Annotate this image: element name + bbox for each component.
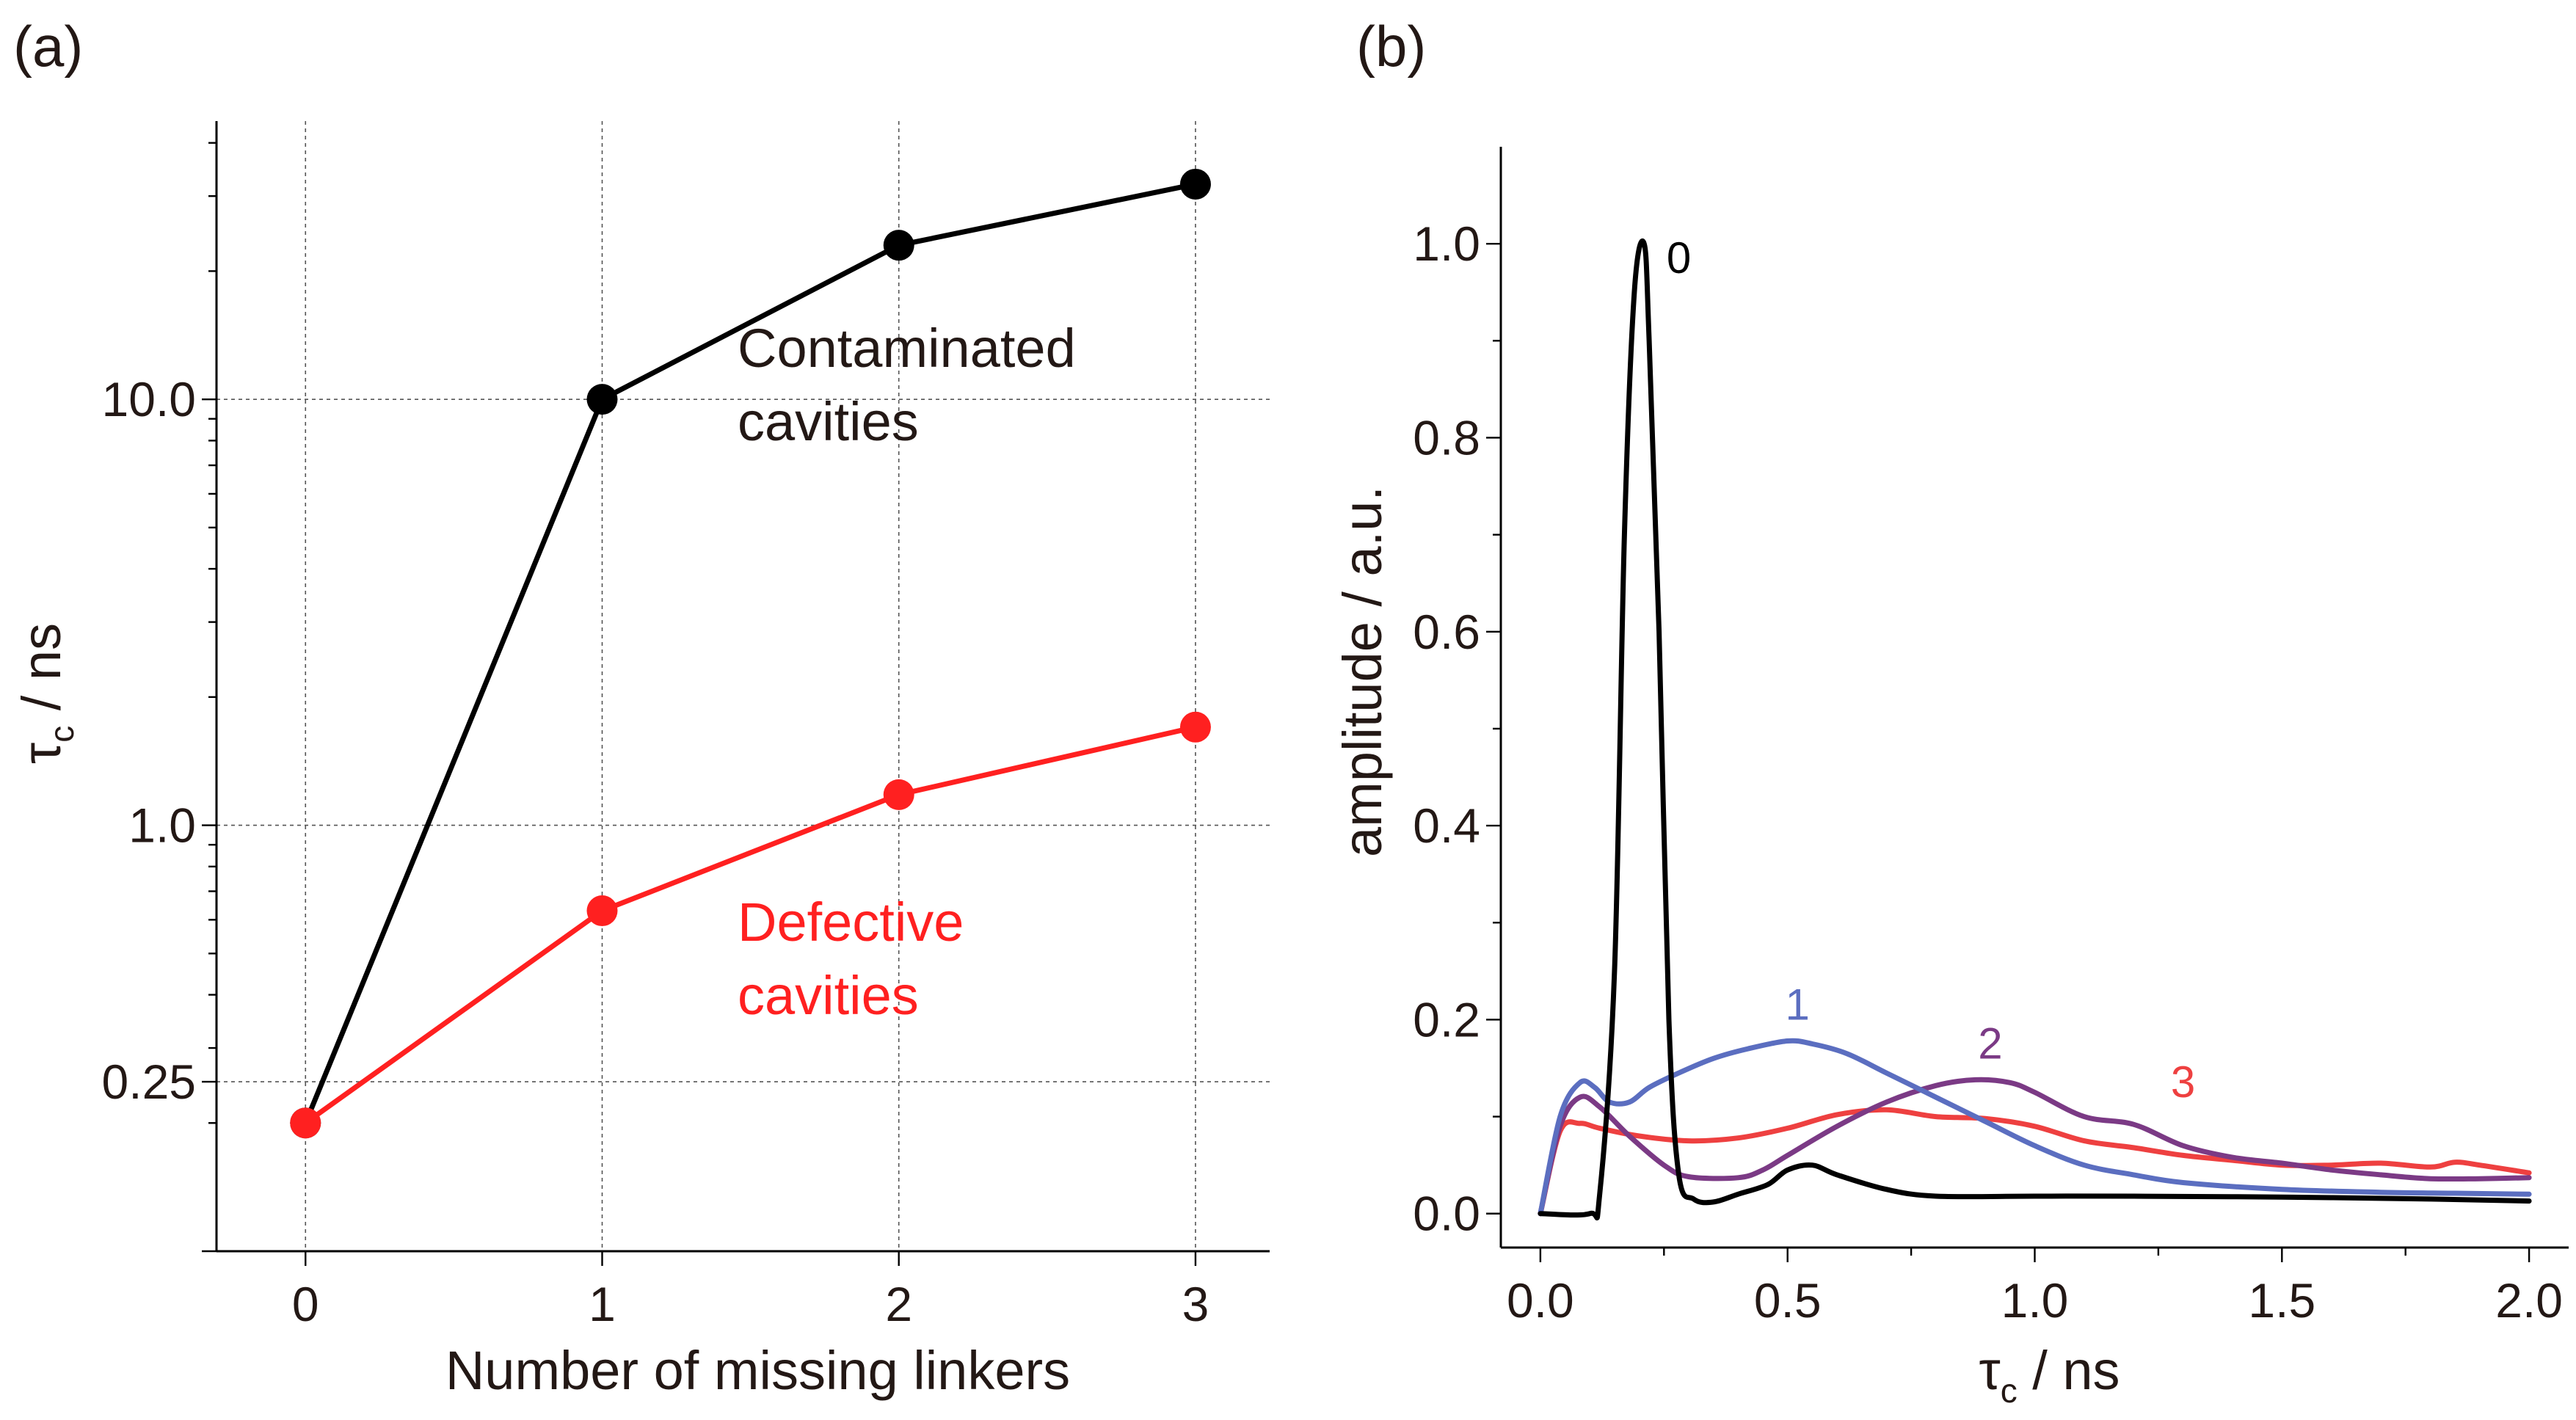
y-tick-label: 1.0	[1413, 216, 1480, 271]
chart-a: 0.25 1.0 10.0 0 1 2 3 Number of missing linkers…	[11, 121, 1270, 1401]
series-line-0	[1538, 238, 2532, 1221]
data-point-1-1	[586, 895, 618, 927]
series-label-0: 0	[1667, 233, 1691, 283]
x-tick-label: 2.0	[2495, 1273, 2563, 1328]
data-point-0-3	[1179, 168, 1211, 200]
series-line-2	[1538, 1077, 2532, 1217]
y-tick-label: 10.0	[102, 372, 196, 426]
x-tick-label: 3	[1182, 1277, 1209, 1331]
y-tick-label: 0.6	[1413, 605, 1480, 659]
series-line-0	[303, 181, 1196, 1124]
series-line-1	[304, 724, 1196, 1126]
y-tick-label: 0.4	[1413, 798, 1480, 853]
y-label-tau: τ	[11, 743, 72, 764]
x-tick-label: 1	[589, 1277, 616, 1331]
panel-label-b: (b)	[1356, 14, 1427, 79]
y-axis-label: τc / ns	[11, 623, 81, 764]
series-label-line1: Contaminated	[738, 318, 1076, 379]
y-tick-label: 0.2	[1413, 992, 1480, 1046]
y-label-sub: c	[43, 726, 81, 743]
x-tick-label: 0.5	[1754, 1273, 1822, 1328]
y-tick-label: 0.8	[1413, 410, 1480, 465]
data-point-1-3	[1179, 711, 1211, 743]
series-label-line2: cavities	[738, 965, 919, 1026]
series-label-line2: cavities	[738, 391, 919, 452]
data-point-1-2	[883, 779, 914, 810]
y-tick-label: 1.0	[128, 798, 196, 853]
x-label-tau: τ	[1979, 1340, 2000, 1401]
series-label-1: 1	[1785, 980, 1809, 1029]
series-line-3	[1538, 1107, 2532, 1217]
series-label-2: 2	[1978, 1019, 2002, 1068]
x-label-sub: c	[2001, 1372, 2017, 1410]
y-tick-label: 0.0	[1413, 1187, 1480, 1241]
x-label-unit: / ns	[2017, 1340, 2120, 1401]
series-label-line1: Defective	[738, 892, 964, 953]
x-tick-label: 1.0	[2001, 1273, 2069, 1328]
x-axis-label: Number of missing linkers	[445, 1340, 1070, 1401]
x-axis-label: τc / ns	[1979, 1340, 2120, 1410]
data-point-0-2	[883, 230, 914, 261]
panel-label-a: (a)	[13, 14, 84, 79]
data-point-0-1	[586, 384, 618, 415]
x-tick-label: 0	[292, 1277, 319, 1331]
y-axis-label: amplitude / a.u.	[1332, 486, 1393, 857]
chart-b: 0.0 0.2 0.4 0.6 0.8 1.0 0.0 0.5 1.0 1.5 2.0 τc / ns…	[1332, 147, 2569, 1410]
x-tick-label: 0.0	[1507, 1273, 1574, 1328]
y-label-unit: / ns	[11, 623, 72, 726]
y-tick-label: 0.25	[102, 1055, 196, 1109]
data-point-1-0	[290, 1107, 321, 1139]
x-tick-label: 2	[885, 1277, 912, 1331]
series-label-3: 3	[2171, 1057, 2195, 1107]
x-tick-label: 1.5	[2248, 1273, 2315, 1328]
